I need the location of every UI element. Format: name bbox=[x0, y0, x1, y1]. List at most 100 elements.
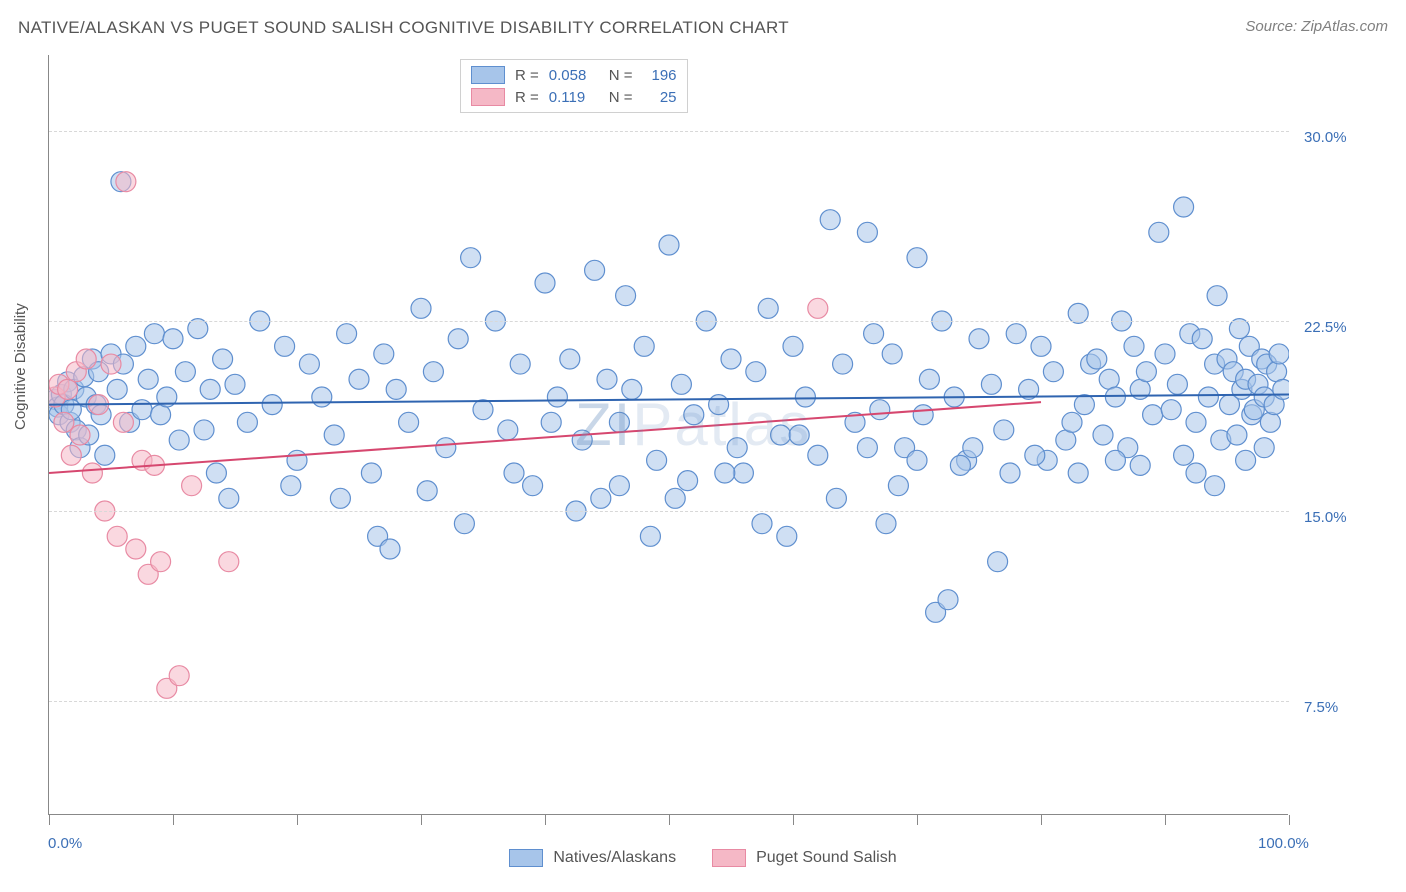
scatter-point bbox=[864, 324, 884, 344]
scatter-point bbox=[411, 298, 431, 318]
scatter-point bbox=[1105, 387, 1125, 407]
scatter-point bbox=[1269, 344, 1289, 364]
scatter-point bbox=[789, 425, 809, 445]
legend-swatch bbox=[471, 66, 505, 84]
scatter-point bbox=[1006, 324, 1026, 344]
scatter-point bbox=[163, 329, 183, 349]
scatter-point bbox=[281, 476, 301, 496]
scatter-point bbox=[771, 425, 791, 445]
scatter-point bbox=[988, 552, 1008, 572]
correlation-legend: R =0.058N =196R =0.119N =25 bbox=[460, 59, 688, 113]
scatter-point bbox=[826, 488, 846, 508]
scatter-point bbox=[225, 374, 245, 394]
x-tick-mark bbox=[1289, 815, 1290, 825]
legend-r-label: R = bbox=[515, 67, 539, 84]
scatter-point bbox=[1062, 412, 1082, 432]
source-attribution: Source: ZipAtlas.com bbox=[1245, 18, 1388, 35]
scatter-point bbox=[808, 445, 828, 465]
scatter-point bbox=[560, 349, 580, 369]
scatter-point bbox=[1167, 374, 1187, 394]
scatter-point bbox=[510, 354, 530, 374]
scatter-point bbox=[1192, 329, 1212, 349]
scatter-point bbox=[1267, 362, 1287, 382]
scatter-point bbox=[219, 488, 239, 508]
scatter-point bbox=[1207, 286, 1227, 306]
scatter-point bbox=[169, 666, 189, 686]
scatter-point bbox=[299, 354, 319, 374]
scatter-point bbox=[386, 379, 406, 399]
scatter-point bbox=[436, 438, 456, 458]
x-tick-mark bbox=[669, 815, 670, 825]
scatter-point bbox=[585, 260, 605, 280]
scatter-point bbox=[640, 526, 660, 546]
x-tick-mark bbox=[173, 815, 174, 825]
scatter-point bbox=[1260, 412, 1280, 432]
scatter-point bbox=[1056, 430, 1076, 450]
scatter-point bbox=[715, 463, 735, 483]
scatter-point bbox=[795, 387, 815, 407]
scatter-point bbox=[609, 412, 629, 432]
plot-area bbox=[48, 55, 1288, 815]
legend-r-label: R = bbox=[515, 89, 539, 106]
scatter-point bbox=[95, 445, 115, 465]
scatter-point bbox=[907, 248, 927, 268]
chart-title: NATIVE/ALASKAN VS PUGET SOUND SALISH COG… bbox=[18, 18, 789, 37]
scatter-point bbox=[907, 450, 927, 470]
legend-item: Puget Sound Salish bbox=[712, 849, 897, 867]
scatter-point bbox=[126, 336, 146, 356]
scatter-point bbox=[417, 481, 437, 501]
y-tick-label: 15.0% bbox=[1304, 509, 1347, 526]
scatter-point bbox=[1273, 379, 1289, 399]
x-tick-mark bbox=[917, 815, 918, 825]
scatter-point bbox=[1136, 362, 1156, 382]
legend-label: Natives/Alaskans bbox=[553, 849, 676, 867]
scatter-point bbox=[61, 445, 81, 465]
scatter-point bbox=[1105, 450, 1125, 470]
y-tick-label: 30.0% bbox=[1304, 129, 1347, 146]
scatter-point bbox=[616, 286, 636, 306]
scatter-point bbox=[671, 374, 691, 394]
scatter-point bbox=[1087, 349, 1107, 369]
scatter-point bbox=[808, 298, 828, 318]
trend-line bbox=[49, 394, 1289, 404]
legend-swatch bbox=[471, 88, 505, 106]
scatter-point bbox=[870, 400, 890, 420]
scatter-point bbox=[1186, 463, 1206, 483]
scatter-point bbox=[113, 412, 133, 432]
scatter-point bbox=[200, 379, 220, 399]
x-tick-mark bbox=[297, 815, 298, 825]
scatter-point bbox=[361, 463, 381, 483]
scatter-point bbox=[969, 329, 989, 349]
legend-r-value: 0.119 bbox=[549, 89, 599, 106]
scatter-point bbox=[1124, 336, 1144, 356]
scatter-point bbox=[1149, 222, 1169, 242]
scatter-point bbox=[591, 488, 611, 508]
scatter-point bbox=[665, 488, 685, 508]
scatter-point bbox=[609, 476, 629, 496]
scatter-point bbox=[709, 395, 729, 415]
scatter-point bbox=[913, 405, 933, 425]
scatter-point bbox=[1093, 425, 1113, 445]
scatter-point bbox=[777, 526, 797, 546]
scatter-point bbox=[963, 438, 983, 458]
scatter-point bbox=[1043, 362, 1063, 382]
scatter-point bbox=[151, 552, 171, 572]
scatter-point bbox=[783, 336, 803, 356]
scatter-point bbox=[138, 369, 158, 389]
scatter-point bbox=[1198, 387, 1218, 407]
scatter-point bbox=[950, 455, 970, 475]
scatter-point bbox=[1174, 445, 1194, 465]
scatter-point bbox=[1031, 336, 1051, 356]
scatter-point bbox=[1161, 400, 1181, 420]
scatter-point bbox=[1143, 405, 1163, 425]
scatter-point bbox=[882, 344, 902, 364]
scatter-point bbox=[733, 463, 753, 483]
scatter-point bbox=[380, 539, 400, 559]
scatter-point bbox=[454, 514, 474, 534]
legend-n-value: 196 bbox=[643, 67, 677, 84]
legend-swatch bbox=[509, 849, 543, 867]
scatter-point bbox=[888, 476, 908, 496]
scatter-point bbox=[101, 354, 121, 374]
scatter-point bbox=[461, 248, 481, 268]
scatter-point bbox=[169, 430, 189, 450]
